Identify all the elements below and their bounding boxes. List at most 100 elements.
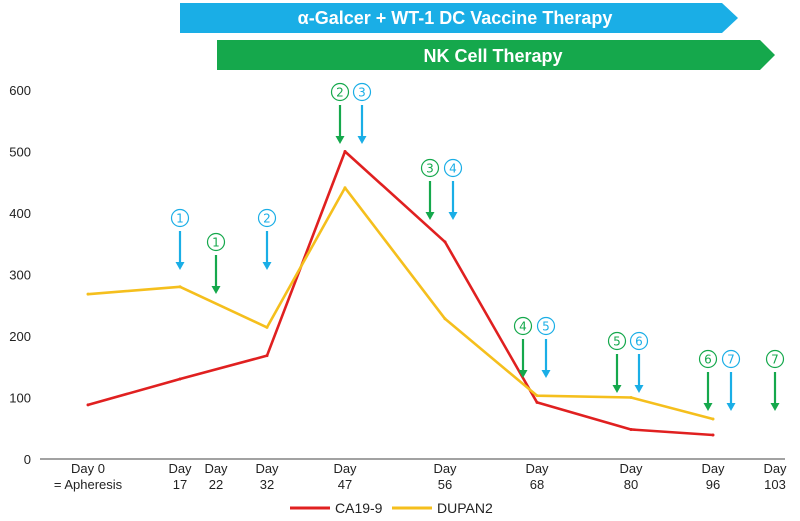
marker-arrow-head bbox=[262, 262, 272, 270]
marker-arrow-head bbox=[703, 403, 713, 411]
marker-circle bbox=[443, 158, 463, 178]
marker-number: 3 bbox=[358, 86, 366, 100]
treatment-marker-nk: 5 bbox=[607, 331, 627, 393]
marker-number: 2 bbox=[336, 86, 344, 100]
data-point-dupan2 bbox=[443, 317, 447, 321]
data-point-dupan2 bbox=[86, 292, 90, 296]
data-point-ca19-9 bbox=[178, 377, 182, 381]
x-tick-label: Day 56 bbox=[433, 461, 457, 492]
marker-circle bbox=[536, 316, 556, 336]
marker-number: 6 bbox=[704, 353, 712, 367]
marker-arrow-head bbox=[541, 370, 551, 378]
vaccine-therapy-label: α-Galcer + WT-1 DC Vaccine Therapy bbox=[298, 8, 613, 28]
marker-number: 5 bbox=[542, 320, 550, 334]
marker-number: 7 bbox=[771, 353, 779, 367]
treatment-marker-vaccine: 2 bbox=[257, 208, 277, 270]
x-axis-ticks: Day 0 = Apheresis Day 17 Day 22 Day 32 Day 47 Day 5… bbox=[54, 461, 787, 492]
therapy-banners: α-Galcer + WT-1 DC Vaccine Therapy NK Ce… bbox=[180, 3, 775, 70]
marker-circle bbox=[330, 82, 350, 102]
marker-arrow-head bbox=[770, 403, 780, 411]
legend: CA19-9 DUPAN2 bbox=[290, 500, 493, 516]
marker-circle bbox=[607, 331, 627, 351]
marker-arrow-head bbox=[726, 403, 736, 411]
data-point-ca19-9 bbox=[711, 433, 715, 437]
marker-number: 7 bbox=[727, 353, 735, 367]
marker-circle bbox=[420, 158, 440, 178]
treatment-marker-nk: 3 bbox=[420, 158, 440, 220]
series-line-dupan2 bbox=[87, 186, 714, 421]
marker-circle bbox=[765, 349, 785, 369]
treatment-marker-nk: 1 bbox=[206, 232, 226, 294]
marker-arrow-head bbox=[448, 212, 458, 220]
marker-number: 6 bbox=[635, 335, 643, 349]
marker-number: 1 bbox=[176, 212, 184, 226]
marker-circle bbox=[513, 316, 533, 336]
x-tick-label: Day 96 bbox=[701, 461, 725, 492]
marker-circle bbox=[257, 208, 277, 228]
marker-circle bbox=[206, 232, 226, 252]
marker-arrow-head bbox=[634, 385, 644, 393]
vaccine-therapy-banner bbox=[180, 3, 738, 33]
data-point-ca19-9 bbox=[443, 240, 447, 244]
treatment-marker-nk: 6 bbox=[698, 349, 718, 411]
data-point-ca19-9 bbox=[343, 150, 347, 153]
marker-arrow-head bbox=[357, 136, 367, 144]
data-point-ca19-9 bbox=[629, 427, 633, 431]
y-tick-label: 600 bbox=[9, 83, 31, 98]
y-tick-label: 400 bbox=[9, 206, 31, 221]
legend-label-ca19-9: CA19-9 bbox=[335, 500, 383, 516]
marker-number: 2 bbox=[263, 212, 271, 226]
y-tick-label: 300 bbox=[9, 268, 31, 283]
treatment-marker-vaccine: 6 bbox=[629, 331, 649, 393]
x-tick-label: Day 32 bbox=[255, 461, 279, 492]
y-tick-label: 500 bbox=[9, 145, 31, 160]
x-tick-label: Day 103 bbox=[763, 461, 787, 492]
legend-label-dupan2: DUPAN2 bbox=[437, 500, 493, 516]
marker-number: 4 bbox=[519, 320, 527, 334]
series-line-ca19-9 bbox=[87, 150, 714, 437]
marker-arrow-head bbox=[211, 286, 221, 294]
data-point-dupan2 bbox=[629, 396, 633, 399]
treatment-marker-vaccine: 3 bbox=[352, 82, 372, 144]
data-point-dupan2 bbox=[343, 186, 347, 190]
x-tick-label: Day 0 = Apheresis bbox=[54, 461, 123, 492]
marker-arrow-head bbox=[425, 212, 435, 220]
marker-circle bbox=[629, 331, 649, 351]
marker-number: 4 bbox=[449, 162, 457, 176]
y-axis-ticks: 0 100 200 300 400 500 600 bbox=[9, 83, 31, 467]
data-point-dupan2 bbox=[535, 394, 539, 398]
series-lines bbox=[86, 150, 715, 437]
marker-number: 1 bbox=[212, 236, 220, 250]
data-point-ca19-9 bbox=[535, 400, 539, 404]
x-tick-label: Day 80 bbox=[619, 461, 643, 492]
data-point-dupan2 bbox=[178, 285, 182, 289]
data-point-ca19-9 bbox=[265, 354, 269, 358]
marker-circle bbox=[352, 82, 372, 102]
nk-therapy-banner bbox=[217, 40, 775, 70]
treatment-marker-vaccine: 4 bbox=[443, 158, 463, 220]
marker-arrow-head bbox=[175, 262, 185, 270]
x-tick-label: Day 17 bbox=[168, 461, 192, 492]
treatment-marker-vaccine: 7 bbox=[721, 349, 741, 411]
treatment-marker-vaccine: 1 bbox=[170, 208, 190, 270]
data-point-dupan2 bbox=[265, 325, 269, 329]
treatment-marker-nk: 4 bbox=[513, 316, 533, 378]
x-tick-label: Day 47 bbox=[333, 461, 357, 492]
treatment-marker-vaccine: 5 bbox=[536, 316, 556, 378]
nk-therapy-label: NK Cell Therapy bbox=[423, 46, 562, 66]
marker-circle bbox=[721, 349, 741, 369]
y-tick-label: 0 bbox=[24, 452, 31, 467]
treatment-marker-nk: 7 bbox=[765, 349, 785, 411]
marker-number: 5 bbox=[613, 335, 621, 349]
y-tick-label: 200 bbox=[9, 329, 31, 344]
x-tick-label: Day 22 bbox=[204, 461, 228, 492]
data-point-dupan2 bbox=[711, 417, 715, 421]
data-point-ca19-9 bbox=[86, 403, 90, 407]
y-tick-label: 100 bbox=[9, 391, 31, 406]
treatment-marker-nk: 2 bbox=[330, 82, 350, 144]
marker-arrow-head bbox=[335, 136, 345, 144]
marker-circle bbox=[698, 349, 718, 369]
x-tick-label: Day 68 bbox=[525, 461, 549, 492]
